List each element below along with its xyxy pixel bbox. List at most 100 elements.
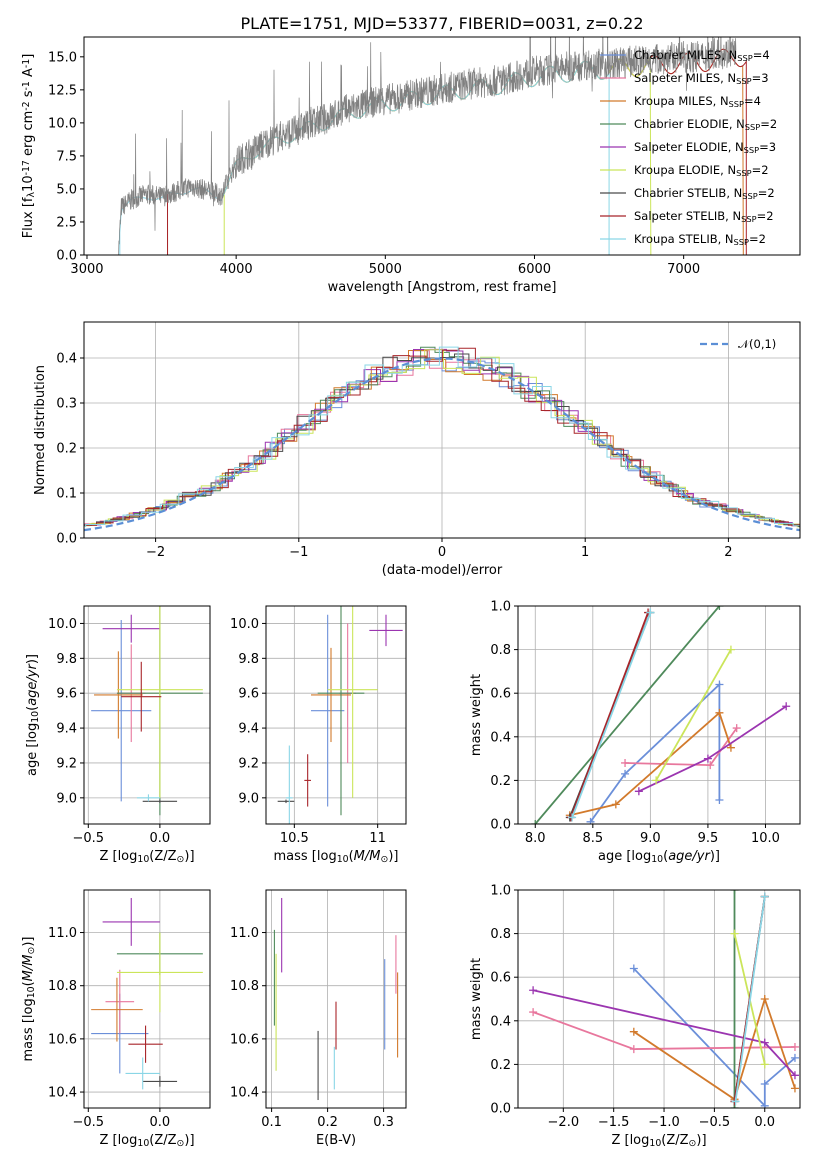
y-tick-label: 0.6 xyxy=(490,687,511,702)
y-tick-label: 10.0 xyxy=(48,617,77,632)
y-tick-label: 0.6 xyxy=(490,971,511,986)
y-tick-label: 10.8 xyxy=(48,979,77,994)
y-tick-label: 10.0 xyxy=(230,617,259,632)
model-spectrum-line xyxy=(119,60,610,255)
weight-series-line xyxy=(633,967,796,1108)
x-tick-label: 0.0 xyxy=(754,1115,775,1130)
weight-series-line xyxy=(734,896,766,1102)
axes-frame xyxy=(265,889,407,1109)
weight-point-marker xyxy=(568,813,577,822)
weight-series-line xyxy=(534,606,721,824)
y-tick-label: 0.0 xyxy=(490,1102,511,1117)
x-tick-label: 8.0 xyxy=(525,831,546,846)
x-axis-label: E(B-V) xyxy=(316,1133,356,1148)
axes-frame xyxy=(517,889,801,1109)
x-axis-label: age [log10(age/yr)] xyxy=(598,849,720,865)
x-tick-label: 0.2 xyxy=(317,1115,338,1130)
x-tick-label: 0 xyxy=(438,545,446,560)
y-tick-label: 0.0 xyxy=(56,532,77,547)
x-tick-label: 0.0 xyxy=(150,1115,171,1130)
weight-point-marker xyxy=(760,995,769,1003)
legend-label: Salpeter STELIB, NSSP=2 xyxy=(634,209,774,224)
y-tick-label: 1.0 xyxy=(490,884,511,899)
weight-point-marker xyxy=(531,820,540,824)
x-tick-label: 9.5 xyxy=(698,831,719,846)
model-spectrum-line xyxy=(223,56,652,255)
plot-area xyxy=(91,897,203,1090)
x-tick-label: 0.1 xyxy=(261,1115,282,1130)
y-tick-label: 0.2 xyxy=(490,774,511,789)
y-tick-label: 0.2 xyxy=(490,1058,511,1073)
chart-residuals: −2 −1 0 1 2 0.0 0.1 0.2 0.3 0.4 (data-model)/error… xyxy=(33,321,801,578)
y-tick-label: 9.4 xyxy=(238,722,259,737)
x-axis-label: Z [log10(Z/Z⊙)] xyxy=(99,1133,194,1149)
weight-point-marker xyxy=(706,761,715,770)
y-tick-label: 0.3 xyxy=(56,397,77,412)
y-axis-label: mass [log10(M/M⊙)] xyxy=(21,937,37,1062)
y-tick-label: 11.0 xyxy=(48,926,77,941)
weight-point-marker xyxy=(634,787,643,796)
weight-series-line xyxy=(571,612,652,818)
y-tick-label: 12.5 xyxy=(48,83,77,98)
weight-point-marker xyxy=(782,702,791,711)
plot-area xyxy=(277,606,403,824)
legend-label: Kroupa ELODIE, NSSP=2 xyxy=(634,163,769,178)
x-tick-label: 5000 xyxy=(369,262,402,277)
y-tick-label: 9.8 xyxy=(56,652,77,667)
x-axis-label: mass [log10(M/M⊙)] xyxy=(274,849,399,865)
y-tick-label: 15.0 xyxy=(48,50,77,65)
y-axis-label: mass weight xyxy=(469,674,484,756)
weight-point-marker xyxy=(790,1053,799,1062)
weight-point-marker xyxy=(715,708,724,717)
weight-series-line xyxy=(570,612,649,818)
x-tick-label: 10.5 xyxy=(280,831,309,846)
weight-point-marker xyxy=(731,1097,740,1106)
y-tick-label: 9.2 xyxy=(238,756,259,771)
residual-histogram-step xyxy=(84,346,800,527)
legend-label: Chabrier STELIB, NSSP=2 xyxy=(634,186,775,201)
weight-point-marker xyxy=(629,964,638,973)
weight-point-marker xyxy=(760,1038,769,1047)
weight-point-marker xyxy=(715,796,724,805)
weight-point-marker xyxy=(621,769,630,778)
y-tick-label: 9.0 xyxy=(56,791,77,806)
y-axis-label: age [log10(age/yr)] xyxy=(25,654,41,776)
x-tick-label: 6000 xyxy=(518,262,551,277)
axes-frame xyxy=(83,36,801,256)
x-tick-label: 1 xyxy=(581,545,589,560)
legend-label: Kroupa STELIB, NSSP=2 xyxy=(634,232,766,247)
weight-point-marker xyxy=(790,1071,799,1080)
axes-frame xyxy=(265,605,407,825)
y-tick-label: 10.6 xyxy=(230,1032,259,1047)
chart-age-vs-z: −0.5 0.0 9.0 9.2 9.4 9.6 9.8 10.0 Z [log10(Z/Z⊙)… xyxy=(25,605,211,865)
x-tick-label: −1.0 xyxy=(648,1115,680,1130)
weight-point-marker xyxy=(621,758,630,767)
chart-title: PLATE=1751, MJD=53377, FIBERID=0031, z=0… xyxy=(240,14,643,33)
axes-frame xyxy=(83,605,211,825)
legend-label: Salpeter ELODIE, NSSP=3 xyxy=(634,140,776,155)
legend-label: Chabrier MILES, NSSP=4 xyxy=(634,48,770,63)
x-axis-label: (data-model)/error xyxy=(382,563,503,578)
x-tick-label: 0.3 xyxy=(373,1115,394,1130)
weight-point-marker xyxy=(760,892,769,901)
y-axis-label: Flux [fλ10-17 erg cm-2 s-1 A-1] xyxy=(21,54,37,239)
chart-mass-vs-z: −0.5 0.0 10.4 10.6 10.8 11.0 Z [log10(Z/Z⊙)] ma… xyxy=(21,889,211,1149)
x-tick-label: 0.0 xyxy=(150,831,171,846)
x-tick-label: −0.5 xyxy=(73,1115,105,1130)
plot-area xyxy=(529,890,799,1108)
residual-histogram-step xyxy=(84,353,800,527)
weight-point-marker xyxy=(629,1027,638,1036)
axes-frame xyxy=(517,605,801,825)
plot-area xyxy=(118,37,747,255)
weight-point-marker xyxy=(726,645,735,654)
weight-point-marker xyxy=(529,1008,538,1017)
x-tick-label: 9.0 xyxy=(640,831,661,846)
y-tick-label: 0.0 xyxy=(490,818,511,833)
y-tick-label: 9.0 xyxy=(238,791,259,806)
x-tick-label: 4000 xyxy=(220,262,253,277)
x-tick-label: −1.5 xyxy=(598,1115,630,1130)
chart-weight-vs-age: 8.0 8.5 9.0 9.5 10.0 0.0 0.2 0.4 0.6 0.8 1.0 age [l… xyxy=(469,600,801,865)
x-axis-label: Z [log10(Z/Z⊙)] xyxy=(611,1133,706,1149)
weight-point-marker xyxy=(529,986,538,995)
